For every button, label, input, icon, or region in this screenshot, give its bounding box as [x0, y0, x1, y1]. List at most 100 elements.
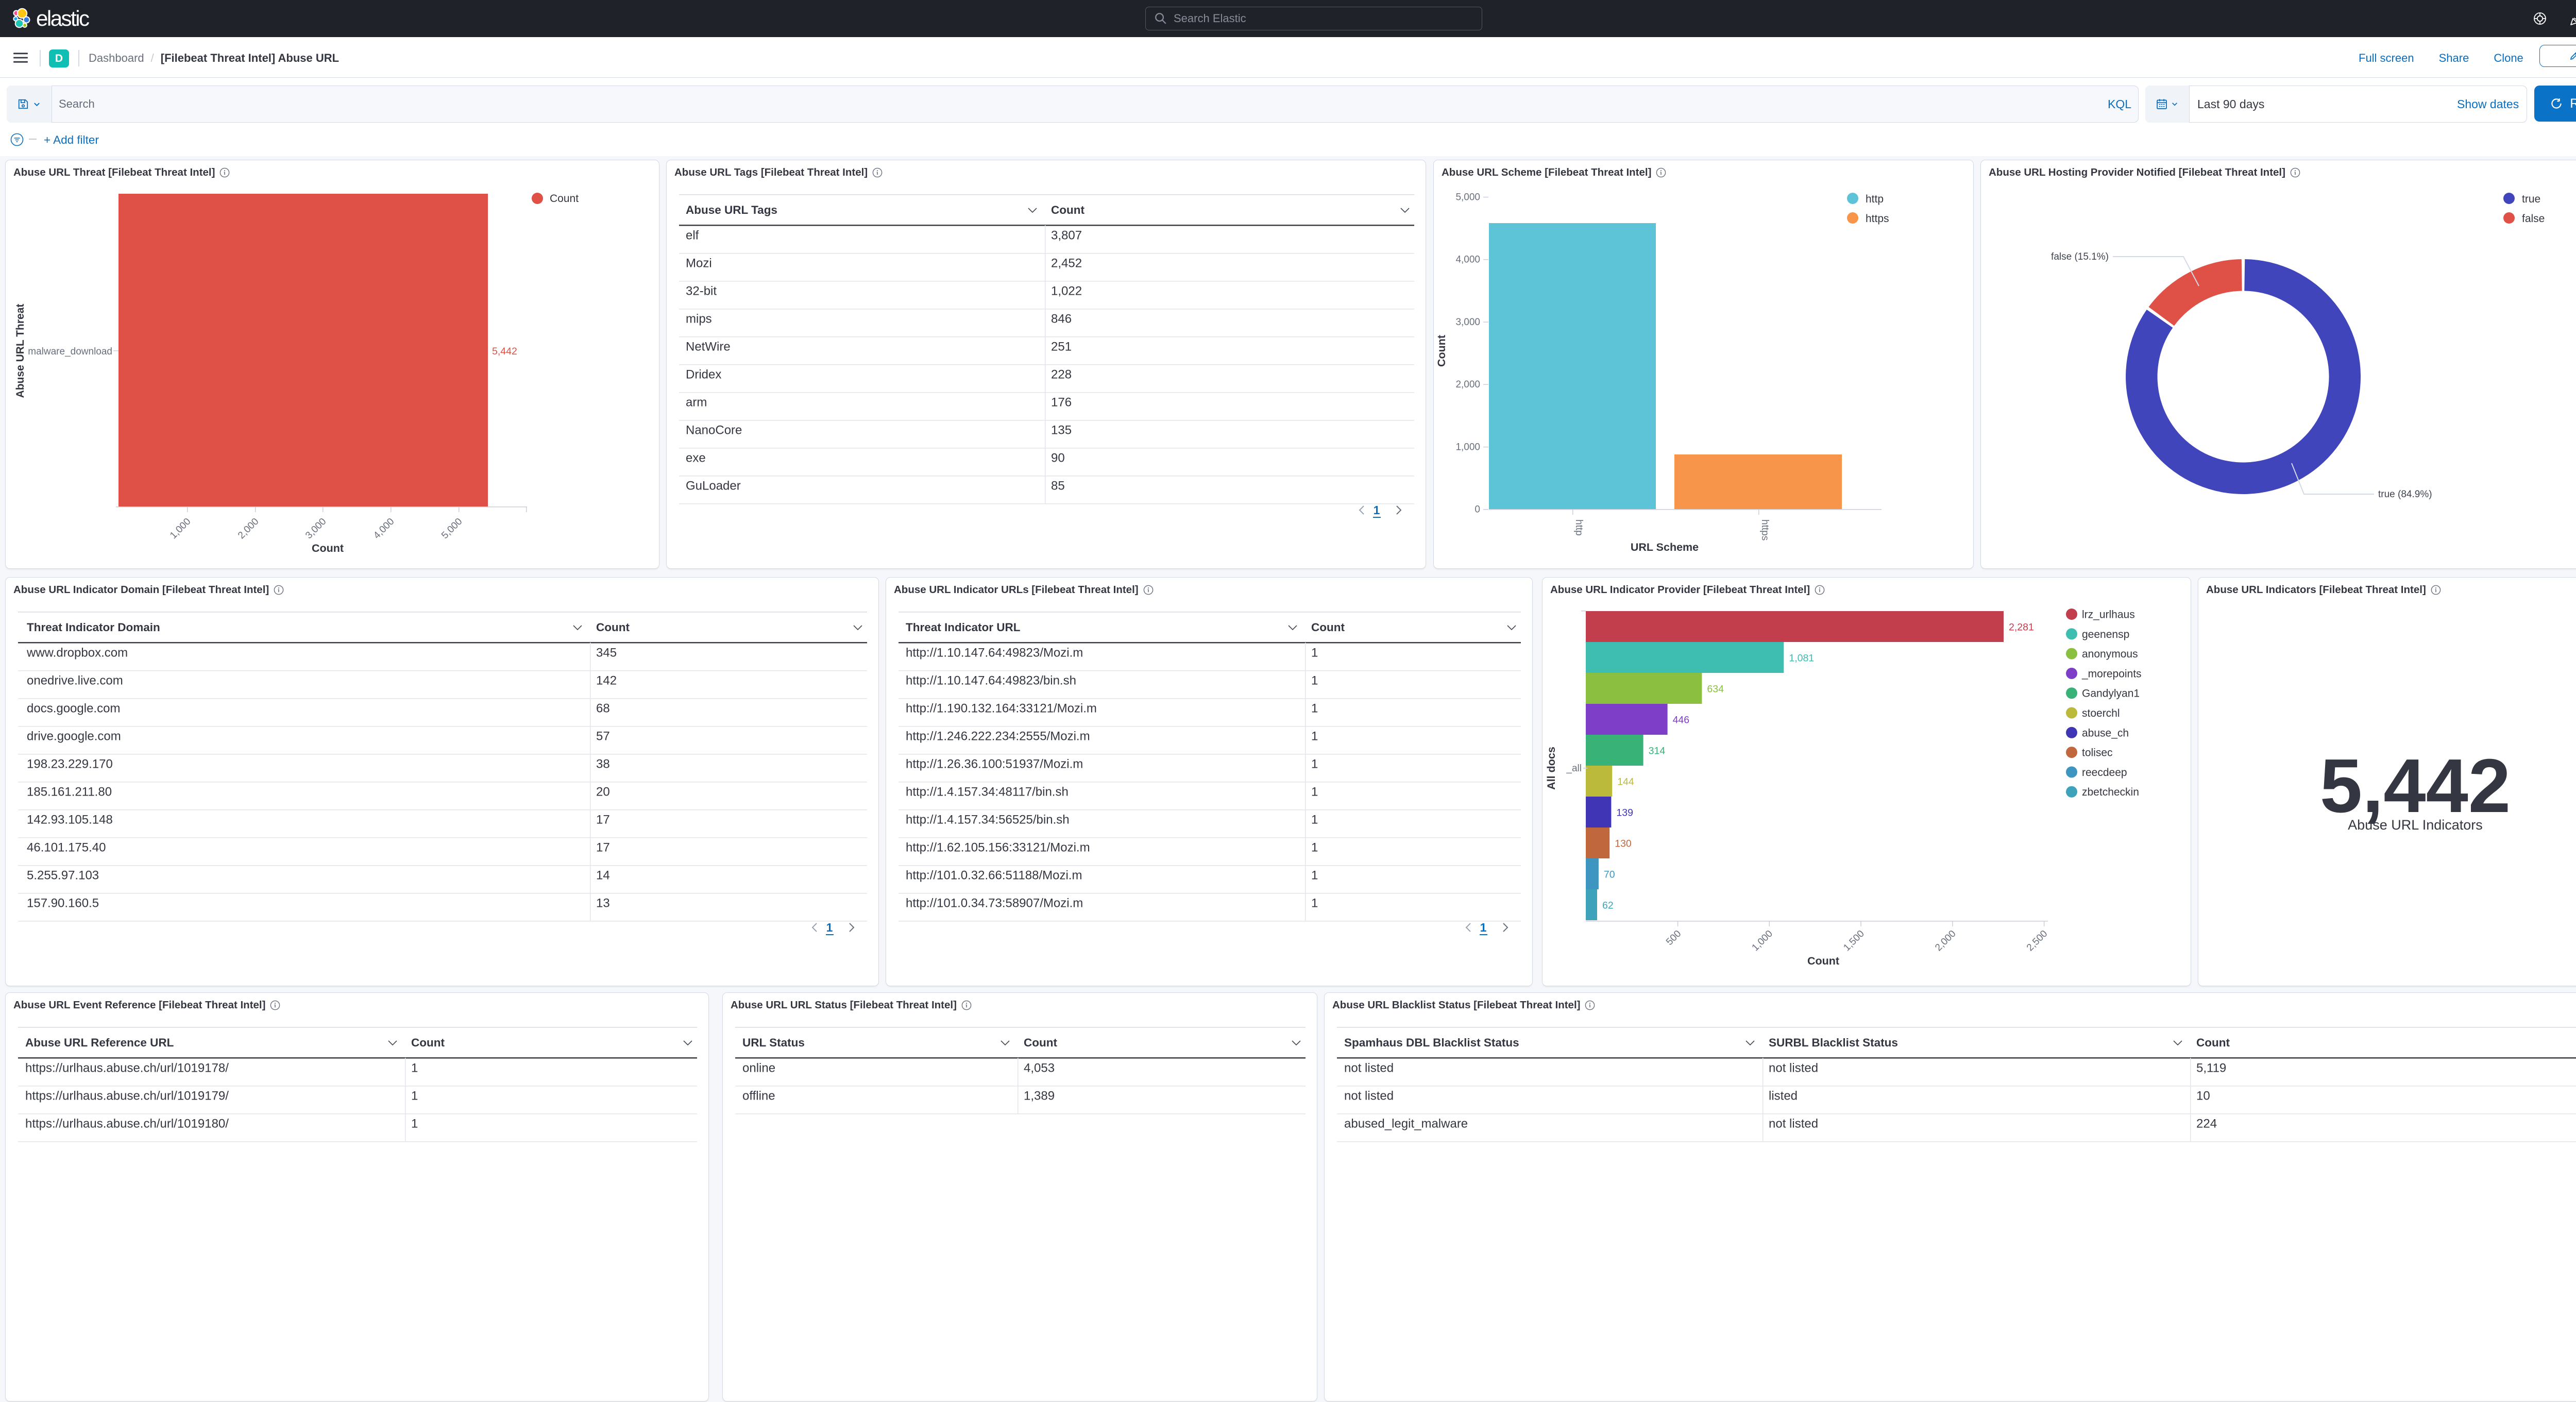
svg-text:http://1.62.105.156:33121/Mozi: http://1.62.105.156:33121/Mozi.m — [906, 841, 1090, 855]
svg-text:true (84.9%): true (84.9%) — [2378, 489, 2432, 500]
svg-text:lrz_urlhaus: lrz_urlhaus — [2082, 609, 2135, 621]
svg-text:3,807: 3,807 — [1051, 229, 1082, 243]
svg-text:NetWire: NetWire — [686, 340, 731, 354]
svg-text:mips: mips — [686, 312, 712, 326]
svg-text:57: 57 — [596, 730, 610, 744]
svg-text:abuse_ch: abuse_ch — [2082, 727, 2129, 739]
svg-text:SURBL Blacklist Status: SURBL Blacklist Status — [1769, 1036, 1898, 1049]
svg-text:1: 1 — [1311, 757, 1318, 771]
svg-text:13: 13 — [596, 897, 610, 910]
svg-text:5,442: 5,442 — [492, 346, 517, 357]
svg-text:1: 1 — [1480, 921, 1487, 934]
svg-text:2,281: 2,281 — [2009, 622, 2034, 633]
svg-text:Abuse URL Tags: Abuse URL Tags — [686, 204, 777, 216]
svg-text:http://1.26.36.100:51937/Mozi.: http://1.26.36.100:51937/Mozi.m — [906, 757, 1083, 771]
svg-text:Threat Indicator URL: Threat Indicator URL — [906, 621, 1021, 634]
svg-text:www.dropbox.com: www.dropbox.com — [26, 646, 128, 660]
svg-text:2,000: 2,000 — [236, 516, 261, 541]
svg-text:1,000: 1,000 — [1750, 928, 1775, 953]
svg-text:reecdeep: reecdeep — [2082, 767, 2127, 779]
svg-text:5,000: 5,000 — [1455, 192, 1480, 202]
svg-text:tolisec: tolisec — [2082, 747, 2113, 759]
svg-text:38: 38 — [596, 757, 610, 771]
svg-text:http://1.10.147.64:49823/Mozi.: http://1.10.147.64:49823/Mozi.m — [906, 646, 1083, 660]
svg-text:not listed: not listed — [1344, 1089, 1394, 1103]
svg-text:4,053: 4,053 — [1024, 1061, 1055, 1075]
svg-text:not listed: not listed — [1769, 1061, 1818, 1075]
svg-text:Dridex: Dridex — [686, 368, 721, 382]
svg-text:2,452: 2,452 — [1051, 257, 1082, 271]
svg-text:500: 500 — [1664, 928, 1683, 948]
svg-text:345: 345 — [596, 646, 617, 660]
svg-text:Count: Count — [596, 621, 630, 634]
svg-text:3,000: 3,000 — [303, 516, 328, 541]
svg-text:zbetcheckin: zbetcheckin — [2082, 786, 2139, 798]
svg-text:176: 176 — [1051, 396, 1072, 410]
svg-text:144: 144 — [1617, 776, 1634, 788]
svg-text:228: 228 — [1051, 368, 1072, 382]
svg-text:Count: Count — [1311, 621, 1345, 634]
svg-text:Threat Indicator Domain: Threat Indicator Domain — [27, 621, 160, 634]
svg-text:1: 1 — [1311, 813, 1318, 827]
svg-text:157.90.160.5: 157.90.160.5 — [27, 897, 99, 910]
svg-text:Count: Count — [550, 193, 579, 205]
svg-text:314: 314 — [1649, 746, 1666, 757]
svg-text:1,081: 1,081 — [1789, 653, 1814, 664]
svg-text:1: 1 — [1311, 785, 1318, 799]
svg-text:198.23.229.170: 198.23.229.170 — [27, 757, 113, 771]
svg-text:elf: elf — [686, 229, 699, 243]
svg-text:1: 1 — [1311, 646, 1318, 660]
svg-text:http: http — [1866, 193, 1884, 205]
svg-text:Count: Count — [1024, 1036, 1057, 1049]
svg-text:5.255.97.103: 5.255.97.103 — [27, 869, 99, 883]
svg-text:446: 446 — [1673, 715, 1690, 726]
svg-text:1: 1 — [1374, 503, 1380, 517]
svg-text:1: 1 — [411, 1061, 418, 1075]
svg-text:142: 142 — [596, 674, 617, 688]
svg-text:62: 62 — [1602, 900, 1614, 911]
svg-text:arm: arm — [686, 396, 707, 410]
svg-text:not listed: not listed — [1769, 1117, 1818, 1131]
svg-text:false: false — [2522, 213, 2545, 225]
svg-text:1: 1 — [1311, 869, 1318, 883]
svg-text:Count: Count — [1807, 955, 1839, 967]
svg-text:90: 90 — [1051, 451, 1065, 465]
svg-text:4,000: 4,000 — [1455, 255, 1480, 265]
svg-text:Count: Count — [1051, 204, 1084, 216]
svg-text:20: 20 — [596, 785, 610, 799]
svg-text:185.161.211.80: 185.161.211.80 — [27, 785, 112, 799]
svg-text:docs.google.com: docs.google.com — [27, 702, 120, 716]
svg-text:1: 1 — [411, 1117, 418, 1131]
svg-text:14: 14 — [596, 869, 610, 883]
svg-text:Mozi: Mozi — [686, 257, 712, 271]
svg-text:2,500: 2,500 — [2025, 928, 2049, 953]
svg-text:NanoCore: NanoCore — [686, 424, 742, 437]
svg-text:251: 251 — [1051, 340, 1072, 354]
svg-text:70: 70 — [1604, 869, 1615, 881]
svg-text:stoerchl: stoerchl — [2082, 707, 2120, 719]
svg-text:anonymous: anonymous — [2082, 648, 2138, 660]
svg-text:46.101.175.40: 46.101.175.40 — [27, 841, 106, 855]
svg-text:1,389: 1,389 — [1024, 1089, 1055, 1103]
svg-text:drive.google.com: drive.google.com — [27, 730, 121, 744]
svg-text:Spamhaus DBL Blacklist Status: Spamhaus DBL Blacklist Status — [1344, 1036, 1519, 1049]
svg-text:URL Status: URL Status — [742, 1036, 805, 1049]
svg-text:Abuse URL Indicators: Abuse URL Indicators — [2348, 817, 2483, 833]
svg-text:2,000: 2,000 — [1933, 928, 1958, 953]
svg-text:17: 17 — [596, 841, 610, 855]
svg-text:http://1.10.147.64:49823/bin.s: http://1.10.147.64:49823/bin.sh — [906, 674, 1076, 688]
svg-text:139: 139 — [1616, 807, 1633, 819]
svg-text:17: 17 — [596, 813, 610, 827]
svg-text:1: 1 — [1311, 674, 1318, 688]
svg-text:http://1.246.222.234:2555/Mozi: http://1.246.222.234:2555/Mozi.m — [906, 730, 1090, 744]
svg-text:4,000: 4,000 — [371, 516, 396, 541]
svg-text:32-bit: 32-bit — [686, 284, 717, 298]
svg-text:5,442: 5,442 — [2320, 744, 2511, 829]
svg-text:All docs: All docs — [1545, 747, 1557, 790]
svg-text:Abuse URL Reference URL: Abuse URL Reference URL — [25, 1036, 174, 1049]
svg-text:http://101.0.34.73:58907/Mozi.: http://101.0.34.73:58907/Mozi.m — [906, 897, 1083, 910]
svg-text:2,000: 2,000 — [1455, 379, 1480, 390]
svg-text:1: 1 — [1311, 841, 1318, 855]
svg-text:listed: listed — [1769, 1089, 1798, 1103]
svg-text:_all: _all — [1566, 763, 1582, 774]
